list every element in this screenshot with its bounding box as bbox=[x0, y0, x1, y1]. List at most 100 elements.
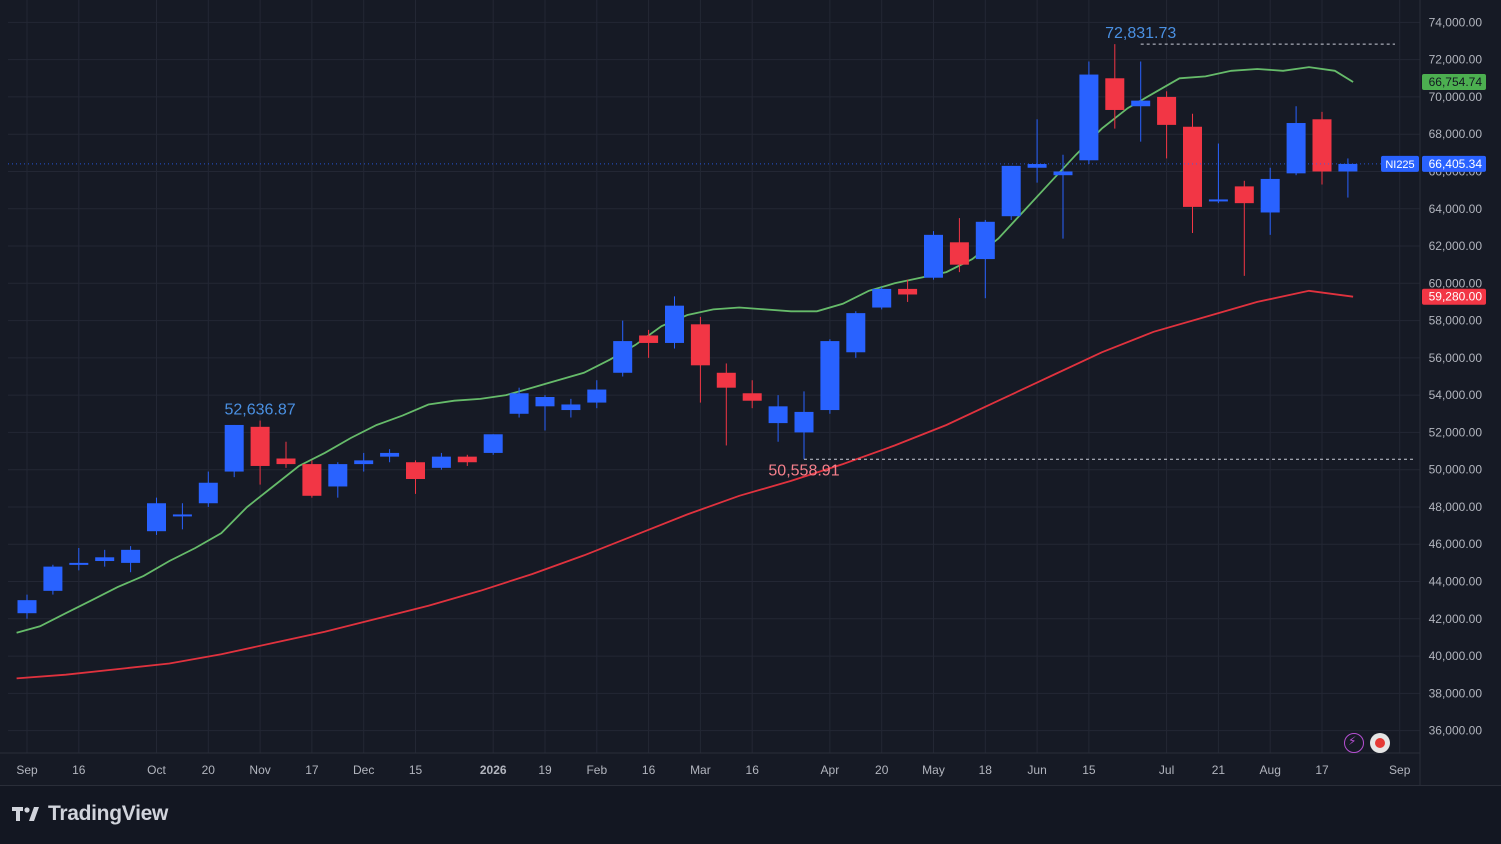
record-icon[interactable] bbox=[1370, 733, 1390, 753]
x-tick-label: 17 bbox=[305, 763, 319, 777]
candle-body bbox=[121, 549, 141, 563]
last-price-badge: 66,405.34 bbox=[1429, 157, 1483, 171]
x-tick-label: 21 bbox=[1212, 763, 1226, 777]
candle-body bbox=[1338, 163, 1358, 172]
x-tick-label: Jun bbox=[1027, 763, 1046, 777]
candle-body bbox=[1053, 171, 1073, 176]
candle-body bbox=[457, 456, 477, 463]
x-tick-label: 20 bbox=[202, 763, 216, 777]
tradingview-logo[interactable]: TradingView bbox=[12, 802, 168, 826]
brand-name: TradingView bbox=[48, 802, 169, 825]
candle-body bbox=[328, 464, 348, 487]
candle-body bbox=[949, 242, 969, 265]
x-tick-label: Nov bbox=[249, 763, 270, 777]
footer: TradingView bbox=[0, 786, 1501, 844]
y-tick-label: 52,000.00 bbox=[1429, 425, 1483, 439]
x-tick-label: Feb bbox=[586, 763, 607, 777]
moving-average-slow bbox=[16, 289, 1354, 680]
candle-body bbox=[406, 462, 425, 480]
y-tick-label: 48,000.00 bbox=[1429, 500, 1483, 514]
candle-body bbox=[302, 464, 322, 496]
x-tick-label: 2026 bbox=[480, 763, 507, 777]
x-tick-label: Mar bbox=[690, 763, 711, 777]
y-tick-label: 50,000.00 bbox=[1429, 463, 1483, 477]
candle-body bbox=[587, 389, 607, 403]
candle-body bbox=[509, 393, 529, 414]
candle-body bbox=[354, 460, 374, 465]
y-tick-label: 54,000.00 bbox=[1429, 388, 1483, 402]
y-tick-label: 74,000.00 bbox=[1429, 15, 1483, 29]
y-tick-label: 36,000.00 bbox=[1429, 724, 1483, 738]
y-tick-label: 56,000.00 bbox=[1429, 351, 1483, 365]
candle-body bbox=[380, 452, 400, 457]
y-tick-label: 40,000.00 bbox=[1429, 649, 1483, 663]
candle-body bbox=[924, 234, 943, 278]
x-tick-label: 19 bbox=[538, 763, 552, 777]
candle-body bbox=[1157, 96, 1177, 125]
candle-body bbox=[1312, 119, 1332, 172]
candle-body bbox=[794, 411, 814, 433]
candle-body bbox=[1079, 74, 1099, 161]
x-tick-label: Aug bbox=[1260, 763, 1281, 777]
x-tick-label: 20 bbox=[875, 763, 889, 777]
candle-body bbox=[172, 514, 192, 517]
y-tick-label: 64,000.00 bbox=[1429, 202, 1483, 216]
y-tick-label: 44,000.00 bbox=[1429, 575, 1483, 589]
x-tick-label: Sep bbox=[16, 763, 38, 777]
x-tick-label: Sep bbox=[1389, 763, 1411, 777]
candle-body bbox=[69, 562, 89, 565]
y-tick-label: 42,000.00 bbox=[1429, 612, 1483, 626]
candle-body bbox=[639, 335, 659, 343]
candle-body bbox=[1183, 126, 1202, 207]
y-tick-label: 58,000.00 bbox=[1429, 314, 1483, 328]
tradingview-logo-icon bbox=[12, 807, 39, 821]
y-tick-label: 70,000.00 bbox=[1429, 90, 1483, 104]
x-tick-label: Dec bbox=[353, 763, 374, 777]
x-tick-label: Oct bbox=[147, 763, 166, 777]
price-annotation: 50,558.91 bbox=[768, 462, 839, 479]
candle-body bbox=[561, 404, 581, 411]
last-price-badge-bg bbox=[1422, 155, 1486, 172]
candle-body bbox=[1001, 165, 1021, 217]
x-tick-label: 16 bbox=[72, 763, 86, 777]
y-tick-label: 38,000.00 bbox=[1429, 686, 1483, 700]
candle-body bbox=[198, 482, 218, 504]
candle-body bbox=[820, 341, 840, 411]
candle-body bbox=[535, 397, 555, 407]
chart-corner-icons bbox=[1344, 733, 1390, 753]
ma-slow-price-badge-bg bbox=[1422, 288, 1486, 305]
candle-body bbox=[1286, 123, 1306, 174]
x-tick-label: 15 bbox=[1082, 763, 1096, 777]
candle-body bbox=[768, 406, 788, 424]
ma-fast-price-badge-bg bbox=[1422, 74, 1486, 91]
y-tick-label: 60,000.00 bbox=[1429, 276, 1483, 290]
candlestick-chart[interactable]: 72,831.73 52,636.87 50,558.91 36,000.00 38,0… bbox=[0, 0, 1501, 785]
x-tick-label: Jul bbox=[1159, 763, 1174, 777]
candle-body bbox=[665, 305, 684, 343]
candle-body bbox=[975, 221, 995, 260]
price-annotation: 52,636.87 bbox=[225, 402, 296, 419]
symbol-tag-bg bbox=[1381, 155, 1419, 172]
candle-body bbox=[1105, 78, 1125, 110]
candle-body bbox=[846, 313, 866, 353]
flash-icon[interactable] bbox=[1344, 733, 1364, 753]
chart-background bbox=[0, 0, 1501, 785]
x-tick-label: Apr bbox=[821, 763, 840, 777]
candle-body bbox=[716, 372, 736, 388]
x-tick-label: May bbox=[922, 763, 945, 777]
chart-container[interactable]: 72,831.73 52,636.87 50,558.91 36,000.00 38,0… bbox=[0, 0, 1501, 786]
candle-body bbox=[276, 458, 296, 465]
y-tick-label: 68,000.00 bbox=[1429, 127, 1483, 141]
candle-body bbox=[250, 426, 270, 466]
y-tick-label: 62,000.00 bbox=[1429, 239, 1483, 253]
y-tick-label: 46,000.00 bbox=[1429, 537, 1483, 551]
candle-body bbox=[43, 566, 63, 591]
y-tick-label: 72,000.00 bbox=[1429, 53, 1483, 67]
ma-fast-price-badge: 66,754.74 bbox=[1429, 75, 1483, 89]
x-tick-label: 18 bbox=[979, 763, 993, 777]
ma-slow-price-badge: 59,280.00 bbox=[1429, 290, 1483, 304]
candle-body bbox=[1260, 178, 1280, 213]
price-annotation: 72,831.73 bbox=[1105, 25, 1176, 42]
candle-body bbox=[95, 557, 115, 562]
x-tick-label: 15 bbox=[409, 763, 423, 777]
